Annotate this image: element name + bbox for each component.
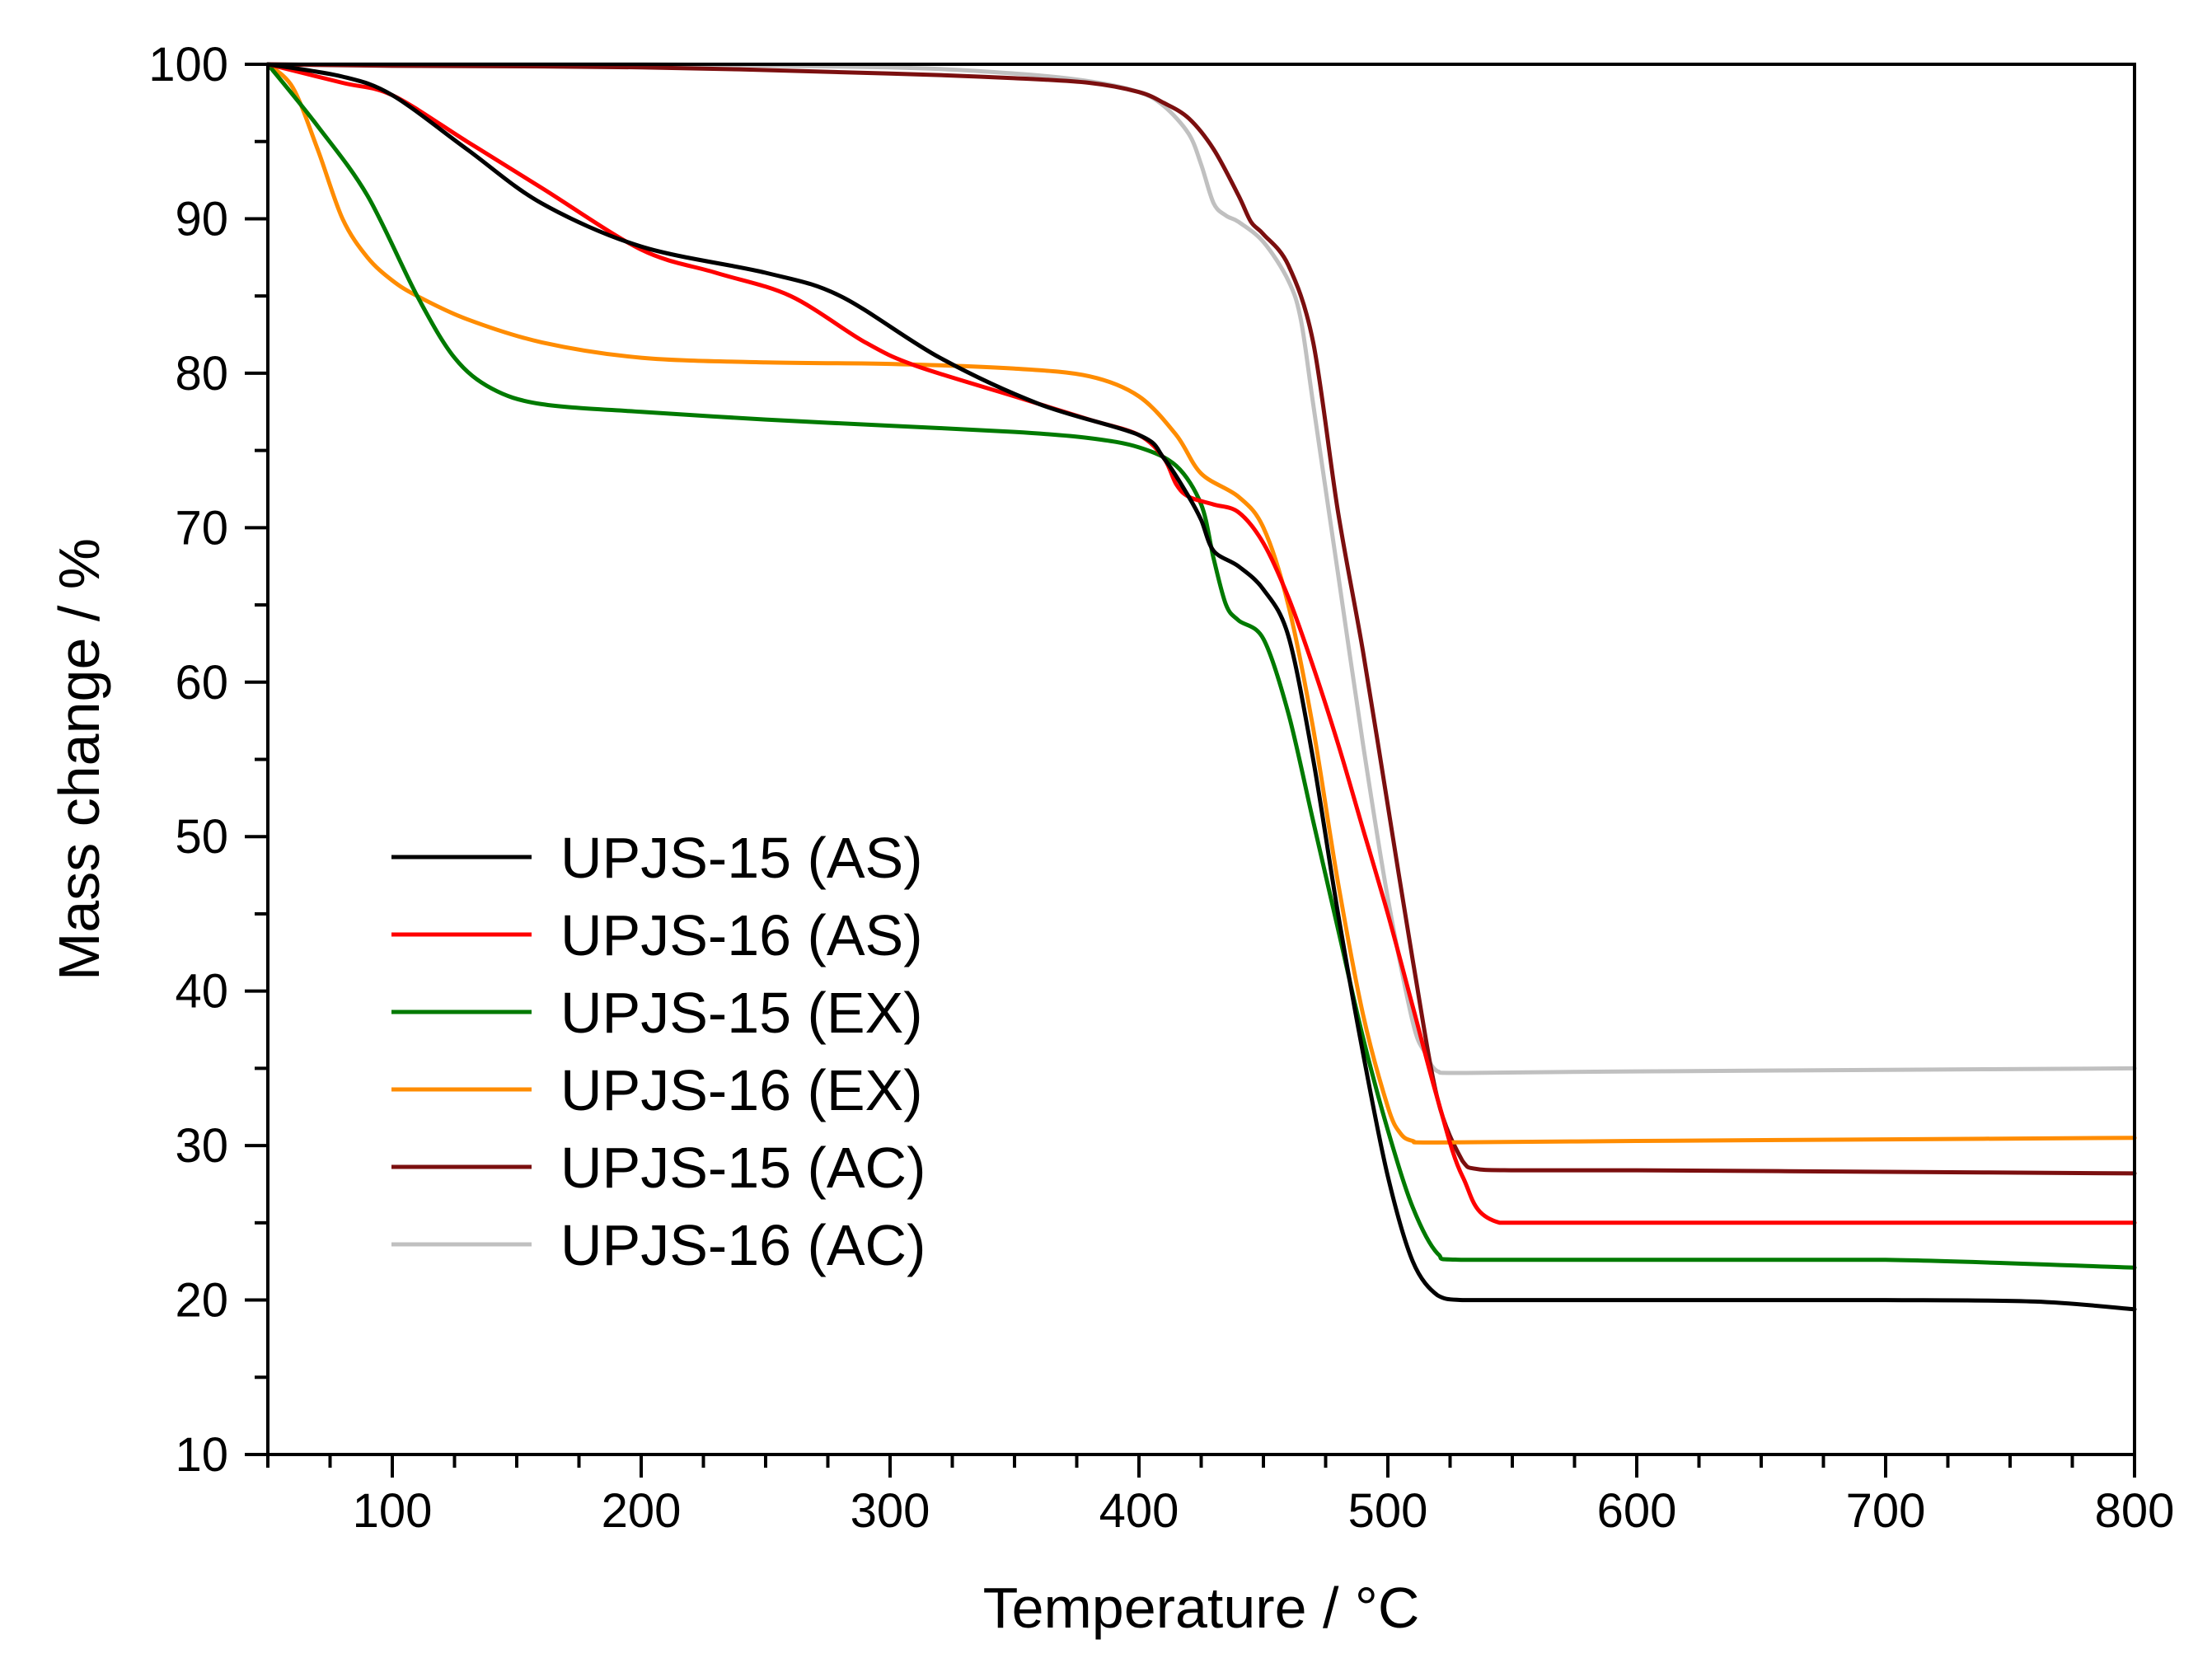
x-tick-label: 200: [602, 1484, 682, 1538]
legend-label-upjs-15-ac: UPJS-15 (AC): [560, 1136, 926, 1200]
x-tick-label: 500: [1348, 1484, 1428, 1538]
y-tick-label: 80: [175, 347, 228, 401]
y-axis: 10 20 30 40 50 60 70 80 90 100: [148, 38, 268, 1482]
x-axis: 100 200 300 400 500 600 700 800: [266, 1454, 2175, 1538]
y-tick-label: 100: [148, 38, 228, 91]
series-line-upjs-16-ac: [265, 62, 2137, 1075]
series-line-upjs-15-ex: [265, 62, 2137, 1270]
legend-label-upjs-16-ac: UPJS-16 (AC): [560, 1213, 926, 1277]
y-tick-label: 10: [175, 1428, 228, 1482]
y-tick-label: 90: [175, 192, 228, 246]
y-tick-label: 50: [175, 810, 228, 864]
legend-label-upjs-16-ex: UPJS-16 (EX): [560, 1058, 923, 1122]
series-line-upjs-16-ex: [265, 62, 2137, 1145]
y-tick-label: 30: [175, 1119, 228, 1173]
series-line-upjs-16-as: [265, 62, 2137, 1225]
y-tick-label: 20: [175, 1274, 228, 1328]
series-line-upjs-15-ac: [265, 62, 2137, 1176]
legend-label-upjs-16-as: UPJS-16 (AS): [560, 903, 923, 967]
x-tick-label: 700: [1846, 1484, 1926, 1538]
y-tick-label: 70: [175, 501, 228, 555]
x-tick-label: 600: [1597, 1484, 1677, 1538]
x-tick-label: 800: [2095, 1484, 2175, 1538]
legend-label-upjs-15-ex: UPJS-15 (EX): [560, 981, 923, 1045]
x-tick-label: 100: [353, 1484, 433, 1538]
y-axis-title: Mass change / %: [47, 538, 111, 981]
y-tick-label: 60: [175, 656, 228, 710]
x-tick-label: 300: [851, 1484, 930, 1538]
plot-frame: [266, 63, 2136, 1456]
series-line-upjs-15-as: [265, 62, 2137, 1312]
legend: UPJS-15 (AS) UPJS-16 (AS) UPJS-15 (EX) UPJS…: [391, 826, 926, 1277]
x-tick-label: 400: [1099, 1484, 1179, 1538]
y-tick-label: 40: [175, 965, 228, 1019]
series-layer: [265, 62, 2137, 1312]
x-axis-title: Temperature / °C: [983, 1576, 1420, 1640]
legend-label-upjs-15-as: UPJS-15 (AS): [560, 826, 923, 890]
